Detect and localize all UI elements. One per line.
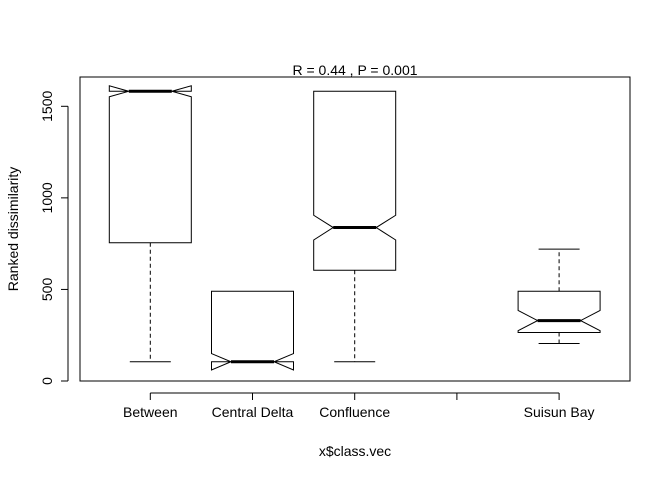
y-tick-label: 1500 <box>39 91 55 122</box>
box-central-delta <box>211 290 294 371</box>
x-tick-label: Suisun Bay <box>524 404 595 420</box>
x-tick-label: Between <box>123 404 177 420</box>
x-tick-label: Confluence <box>319 404 390 420</box>
boxes-group <box>108 85 601 371</box>
y-axis-title: Ranked dissimilarity <box>5 167 21 291</box>
box-confluence <box>313 90 397 363</box>
box-outline <box>211 290 294 371</box>
y-tick-label: 1000 <box>39 182 55 213</box>
y-tick-label: 500 <box>39 278 55 302</box>
x-axis: Between Central Delta Confluence Suisun Bay <box>123 392 595 420</box>
box-outline <box>108 85 192 244</box>
box-outline <box>313 90 397 271</box>
y-tick-label: 0 <box>39 377 55 385</box>
box-between <box>108 85 192 363</box>
x-tick-label: Central Delta <box>212 404 294 420</box>
plot-frame <box>79 76 631 382</box>
x-axis-title: x$class.vec <box>319 443 391 459</box>
box-suisun-bay <box>517 248 601 344</box>
box-outline <box>517 290 601 333</box>
y-axis: 0 500 1000 1500 <box>39 91 69 385</box>
chart-title: R = 0.44 , P = 0.001 <box>292 62 417 78</box>
